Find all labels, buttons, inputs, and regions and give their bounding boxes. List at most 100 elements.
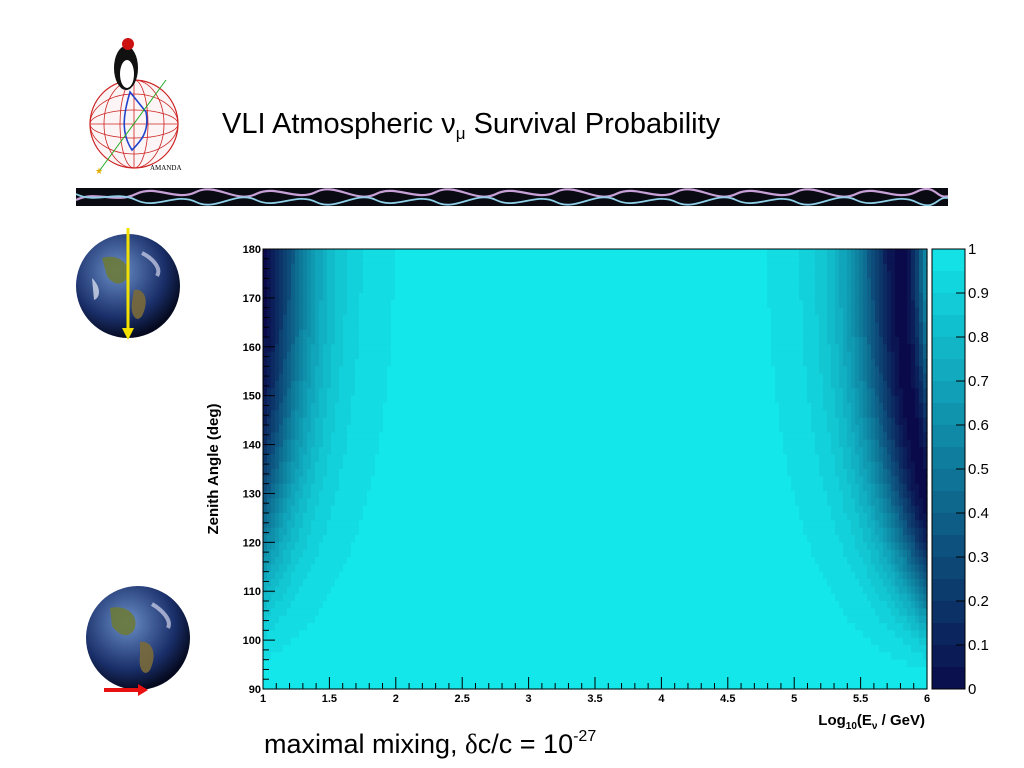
heatmap-cell	[499, 681, 504, 690]
heatmap-cell	[511, 395, 516, 404]
heatmap-cell	[391, 623, 396, 631]
heatmap-cell	[539, 425, 544, 433]
heatmap-cell	[551, 271, 556, 279]
heatmap-cell	[443, 395, 448, 404]
heatmap-cell	[535, 498, 540, 507]
heatmap-cell	[327, 278, 332, 287]
heatmap-cell	[311, 249, 316, 257]
heatmap-cell	[447, 520, 452, 529]
heatmap-cell	[371, 322, 376, 331]
heatmap-cell	[451, 571, 456, 580]
heatmap-cell	[275, 461, 280, 470]
heatmap-cell	[351, 322, 356, 331]
heatmap-cell	[451, 263, 456, 272]
heatmap-cell	[407, 571, 412, 580]
heatmap-cell	[575, 454, 580, 463]
heatmap-cell	[271, 513, 276, 521]
heatmap-cell	[263, 454, 268, 463]
heatmap-cell	[539, 271, 544, 279]
heatmap-cell	[435, 520, 440, 529]
heatmap-cell	[391, 469, 396, 477]
heatmap-cell	[435, 667, 440, 675]
heatmap-cell	[287, 505, 292, 514]
heatmap-cell	[467, 476, 472, 485]
heatmap-cell	[303, 674, 308, 683]
heatmap-cell	[395, 337, 400, 345]
heatmap-cell	[367, 315, 372, 323]
heatmap-cell	[291, 410, 296, 419]
heatmap-cell	[431, 263, 436, 272]
heatmap-cell	[575, 645, 580, 653]
heatmap-cell	[495, 425, 500, 433]
heatmap-cell	[323, 571, 328, 580]
heatmap-cell	[539, 417, 544, 426]
heatmap-cell	[351, 432, 356, 441]
heatmap-cell	[375, 535, 380, 543]
heatmap-cell	[387, 491, 392, 499]
heatmap-cell	[399, 513, 404, 521]
heatmap-cell	[271, 249, 276, 257]
heatmap-cell	[331, 351, 336, 360]
heatmap-cell	[375, 366, 380, 375]
heatmap-cell	[279, 564, 284, 573]
heatmap-cell	[319, 395, 324, 404]
heatmap-cell	[459, 425, 464, 433]
heatmap-cell	[411, 249, 416, 257]
heatmap-cell	[295, 315, 300, 323]
heatmap-cell	[427, 542, 432, 551]
heatmap-cell	[435, 307, 440, 316]
heatmap-cell	[575, 469, 580, 477]
heatmap-cell	[311, 652, 316, 661]
heatmap-cell	[555, 630, 560, 639]
heatmap-cell	[339, 505, 344, 514]
heatmap-cell	[555, 461, 560, 470]
heatmap-cell	[423, 454, 428, 463]
heatmap-cell	[327, 300, 332, 309]
heatmap-cell	[587, 417, 592, 426]
heatmap-cell	[579, 498, 584, 507]
heatmap-cell	[427, 315, 432, 323]
heatmap-cell	[467, 300, 472, 309]
heatmap-cell	[403, 637, 408, 646]
heatmap-cell	[403, 505, 408, 514]
heatmap-cell	[319, 381, 324, 389]
heatmap-cell	[555, 681, 560, 690]
heatmap-cell	[283, 263, 288, 272]
heatmap-cell	[591, 579, 596, 587]
heatmap-cell	[483, 351, 488, 360]
heatmap-cell	[463, 483, 468, 492]
heatmap-cell	[379, 513, 384, 521]
heatmap-cell	[503, 388, 508, 397]
heatmap-cell	[459, 674, 464, 683]
heatmap-cell	[591, 337, 596, 345]
heatmap-cell	[263, 505, 268, 514]
heatmap-cell	[575, 263, 580, 272]
heatmap-cell	[531, 315, 536, 323]
heatmap-cell	[327, 571, 332, 580]
heatmap-cell	[419, 520, 424, 529]
heatmap-cell	[583, 608, 588, 617]
heatmap-cell	[583, 557, 588, 565]
heatmap-cell	[359, 454, 364, 463]
heatmap-cell	[467, 637, 472, 646]
heatmap-cell	[267, 329, 272, 338]
heatmap-cell	[335, 491, 340, 499]
heatmap-cell	[351, 564, 356, 573]
heatmap-cell	[347, 630, 352, 639]
heatmap-cell	[503, 293, 508, 301]
heatmap-cell	[567, 447, 572, 455]
heatmap-cell	[307, 315, 312, 323]
heatmap-cell	[379, 447, 384, 455]
heatmap-cell	[411, 263, 416, 272]
heatmap-cell	[399, 249, 404, 257]
heatmap-cell	[279, 351, 284, 360]
heatmap-cell	[591, 403, 596, 411]
heatmap-cell	[263, 601, 268, 609]
heatmap-cell	[531, 593, 536, 602]
heatmap-cell	[519, 601, 524, 609]
heatmap-cell	[343, 593, 348, 602]
heatmap-cell	[407, 256, 412, 265]
heatmap-cell	[379, 564, 384, 573]
heatmap-cell	[575, 256, 580, 265]
heatmap-cell	[435, 593, 440, 602]
